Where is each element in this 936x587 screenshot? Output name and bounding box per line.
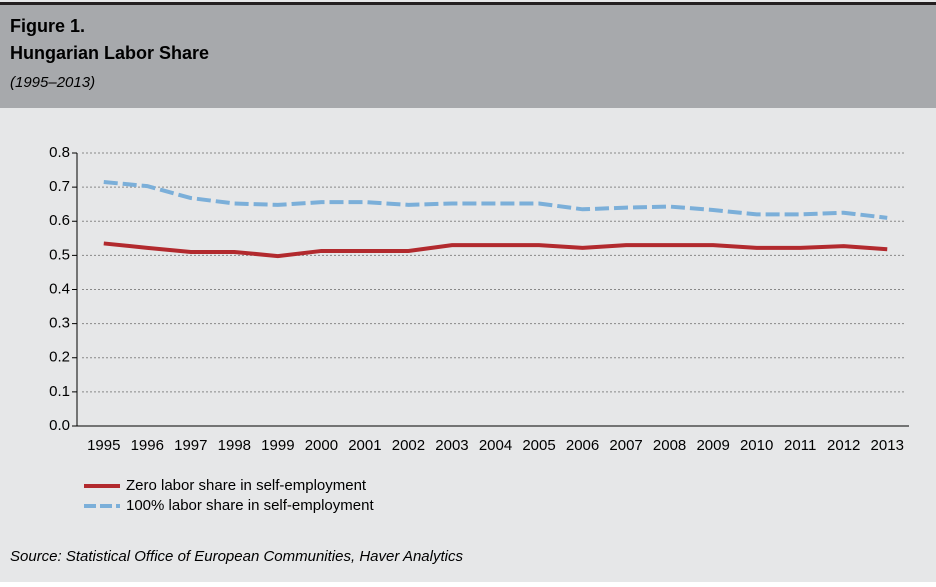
x-tick-label: 2006 xyxy=(566,437,599,454)
x-tick-label: 2003 xyxy=(435,437,468,454)
x-tick-label: 2009 xyxy=(696,437,729,454)
x-tick-label: 2010 xyxy=(740,437,773,454)
y-tick-label: 0.7 xyxy=(49,178,70,195)
top-border xyxy=(0,2,936,5)
x-tick-label: 1997 xyxy=(174,437,207,454)
x-tick-label: 2001 xyxy=(348,437,381,454)
x-tick-label: 2012 xyxy=(827,437,860,454)
source: Source: Statistical Office of European C… xyxy=(10,548,463,565)
x-tick-label: 2008 xyxy=(653,437,686,454)
chart-title: Hungarian Labor Share xyxy=(10,43,209,63)
chart-subtitle: (1995–2013) xyxy=(10,74,95,91)
x-tick-label: 1996 xyxy=(131,437,164,454)
x-tick-label: 2000 xyxy=(305,437,338,454)
x-tick-label: 2004 xyxy=(479,437,512,454)
y-tick-label: 0.4 xyxy=(49,280,70,297)
y-tick-label: 0.6 xyxy=(49,212,70,229)
header xyxy=(0,4,936,108)
x-tick-label: 1995 xyxy=(87,437,120,454)
y-tick-label: 0.3 xyxy=(49,315,70,332)
line-series xyxy=(103,241,888,259)
line-series xyxy=(103,180,888,220)
x-tick-label: 1999 xyxy=(261,437,294,454)
y-tick-label: 0.5 xyxy=(49,246,70,263)
y-tick-label: 0.0 xyxy=(49,417,70,434)
y-tick-label: 0.8 xyxy=(49,144,70,161)
y-tick-label: 0.2 xyxy=(49,349,70,366)
x-tick-label: 2005 xyxy=(522,437,555,454)
x-tick-label: 2007 xyxy=(609,437,642,454)
figure-label: Figure 1. xyxy=(10,16,85,36)
legend-label: Zero labor share in self-employment xyxy=(126,477,367,494)
x-tick-label: 1998 xyxy=(218,437,251,454)
x-tick-label: 2002 xyxy=(392,437,425,454)
x-tick-label: 2013 xyxy=(871,437,904,454)
x-tick-label: 2011 xyxy=(784,437,816,454)
y-tick-label: 0.1 xyxy=(49,383,70,400)
legend-label: 100% labor share in self-employment xyxy=(126,497,374,514)
